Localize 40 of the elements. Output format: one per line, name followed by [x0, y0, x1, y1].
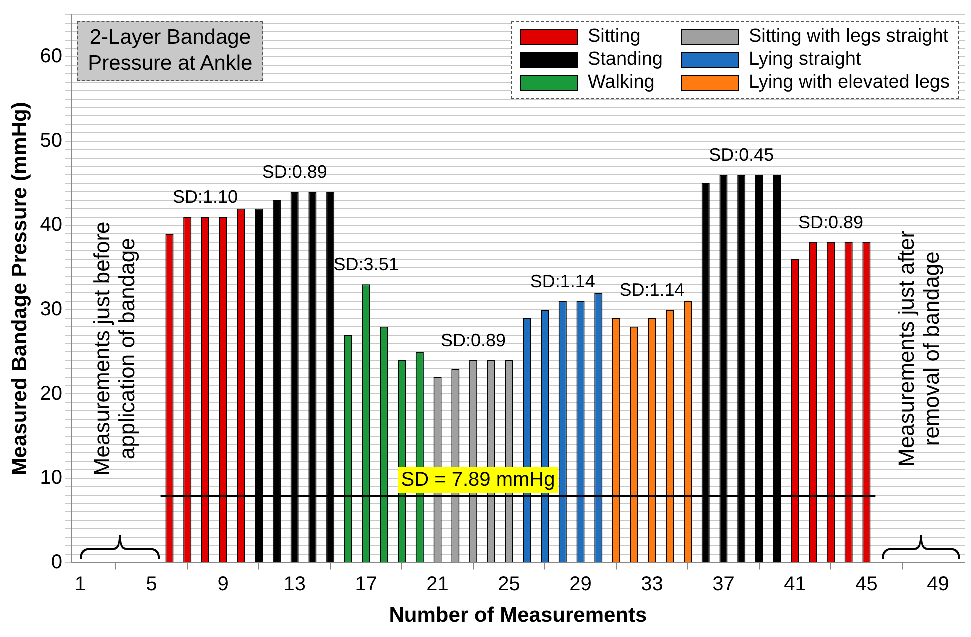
legend-label: Lying straight [748, 49, 862, 71]
legend-label: Walking [588, 72, 655, 94]
annotation: Measurements just before application of bandage [90, 222, 140, 476]
legend-label: Standing [588, 49, 663, 71]
legend-label: Lying with elevated legs [748, 72, 950, 94]
annotation: Measurements just after removal of bandage [894, 230, 944, 467]
annotation: SD:3.51 [334, 254, 399, 275]
x-tick-label: 5 [146, 573, 158, 596]
text: 2-Layer Bandage Pressure at Ankle [77, 21, 264, 81]
y-axis-title: Measured Bandage Pressure (mmHg) [8, 102, 32, 476]
x-tick-label: 29 [570, 573, 592, 596]
legend-label: Sitting with legs straight [748, 26, 949, 48]
y-tick-label: 30 [40, 298, 62, 320]
annotation: SD:0.89 [262, 162, 328, 182]
x-tick-label: 37 [712, 573, 735, 596]
y-tick-label: 40 [40, 214, 62, 236]
annotation: SD:1.10 [172, 187, 238, 208]
x-tick-label: 1 [74, 573, 86, 596]
ref-line-label: SD = 7.89 mmHg [401, 468, 556, 491]
x-tick-label: 41 [784, 573, 806, 596]
y-tick-label: 50 [40, 130, 62, 152]
x-tick-label: 45 [856, 573, 878, 596]
x-tick-label: 9 [218, 573, 229, 596]
annotation: SD:0.89 [441, 330, 506, 351]
x-tick-label: 13 [284, 573, 306, 596]
x-axis-title: Number of Measurements [389, 604, 648, 628]
y-tick-label: 10 [40, 467, 62, 490]
x-tick-label: 25 [498, 573, 520, 596]
x-tick-label: 49 [927, 573, 950, 596]
annotation: SD:0.89 [798, 212, 864, 233]
y-tick-label: 20 [40, 382, 62, 405]
legend-label: Sitting [588, 26, 641, 48]
y-tick-label: 0 [51, 551, 62, 574]
x-tick-label: 21 [426, 573, 449, 596]
x-tick-label: 17 [355, 573, 378, 596]
annotation: SD:1.14 [620, 280, 685, 300]
y-tick-label: 60 [40, 46, 62, 68]
x-tick-label: 33 [641, 573, 664, 596]
annotation: SD:0.45 [709, 145, 774, 166]
annotation: SD:1.14 [530, 272, 596, 292]
